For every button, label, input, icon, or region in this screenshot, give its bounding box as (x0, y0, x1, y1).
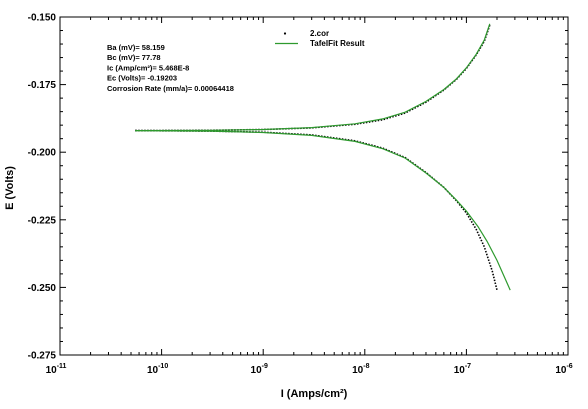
legend-label: TafelFit Result (310, 39, 365, 48)
tafel-fit-cathodic-branch (135, 130, 511, 291)
x-axis-title: I (Amps/cm²) (281, 388, 348, 400)
y-axis-title: E (Volts) (4, 166, 16, 210)
y-tick-label: -0.175 (28, 80, 57, 91)
plot-frame (59, 16, 569, 356)
plot-area (59, 16, 569, 356)
y-tick-label: -0.225 (28, 215, 57, 226)
ticks: -0.150-0.175-0.200-0.225-0.250-0.27510-1… (28, 13, 573, 377)
x-tick-label: 10-11 (46, 363, 67, 376)
x-tick-label: 10-9 (251, 363, 268, 376)
x-tick-label: 10-8 (352, 363, 369, 376)
y-tick-label: -0.150 (28, 13, 57, 24)
parameter-line: Ba (mV)= 58.159 (107, 43, 165, 52)
y-tick-label: -0.250 (28, 283, 57, 294)
parameter-line: Bc (mV)= 77.78 (107, 53, 161, 62)
x-tick-label: 10-6 (555, 363, 572, 376)
legend-label: 2.cor (310, 29, 329, 38)
tafel-fit-anodic-branch (135, 23, 491, 132)
y-tick-label: -0.200 (28, 148, 57, 159)
legend-marker-dotted (283, 32, 287, 35)
series-layer (135, 23, 511, 291)
x-tick-label: 10-10 (147, 363, 168, 376)
parameter-line: Ec (Volts)= -0.19203 (107, 74, 177, 83)
parameter-line: Ic (Amp/cm²)= 5.468E-8 (107, 63, 189, 72)
x-tick-label: 10-7 (454, 363, 471, 376)
y-tick-label: -0.275 (28, 351, 57, 362)
parameter-line: Corrosion Rate (mm/a)= 0.00064418 (107, 84, 234, 93)
